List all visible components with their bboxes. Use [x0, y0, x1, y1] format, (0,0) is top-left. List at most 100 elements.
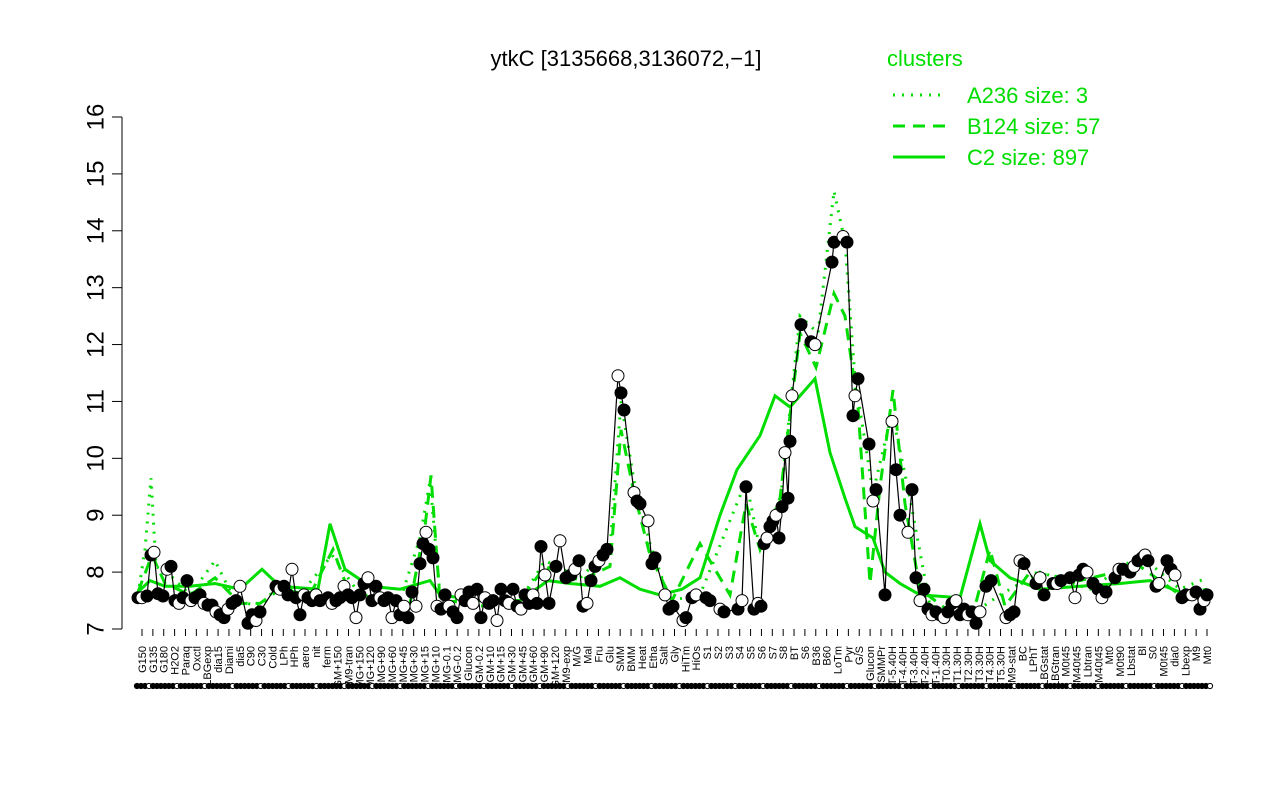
- y-tick-label: 8: [83, 565, 110, 578]
- x-tick-label: M/G: [572, 646, 584, 667]
- x-tick-label: MG+150: [354, 646, 366, 689]
- data-point: [851, 372, 865, 386]
- data-point: [973, 605, 987, 619]
- x-tick-label: GM+60: [528, 646, 540, 682]
- x-tick-label: MG+10: [430, 646, 442, 682]
- x-tick-label: HiTm: [680, 646, 692, 672]
- x-tick-label: ferm: [322, 646, 334, 668]
- data-point: [474, 611, 488, 625]
- legend: clusters A236 size: 3 B124 size: 57 C2 siz…: [887, 46, 1100, 170]
- data-point: [534, 540, 548, 553]
- sample-rug-marker: [1206, 682, 1214, 690]
- data-point: [703, 594, 717, 608]
- x-tick-label: SMMPr: [876, 646, 888, 683]
- y-tick-label: 16: [83, 104, 110, 131]
- data-point: [401, 611, 415, 625]
- x-tick-label: M0t90: [1115, 646, 1127, 677]
- data-point: [542, 596, 556, 610]
- cluster-lines: [136, 190, 1208, 614]
- data-point: [1068, 591, 1082, 605]
- data-point: [866, 494, 880, 508]
- x-tick-label: Salt: [659, 646, 671, 665]
- data-point: [180, 574, 194, 588]
- data-point: [889, 463, 903, 477]
- legend-label: A236 size: 3: [967, 83, 1088, 108]
- data-point: [494, 582, 508, 596]
- data-point: [147, 545, 161, 559]
- x-tick-label: dia5: [235, 646, 247, 667]
- expression-series: [131, 230, 1214, 630]
- data-point: [409, 599, 423, 613]
- x-tick-label: BMM: [626, 646, 638, 672]
- data-point: [361, 571, 375, 585]
- x-tick-label: GM+15: [496, 646, 508, 682]
- data-point: [156, 589, 170, 603]
- x-tick-label: Oxctl: [191, 646, 203, 671]
- data-point: [840, 235, 854, 249]
- data-point: [781, 491, 795, 505]
- data-point: [760, 531, 774, 545]
- cluster-line-c2: [136, 375, 1208, 603]
- x-tick-label: B36: [811, 646, 823, 666]
- data-point: [580, 596, 594, 610]
- x-tick-label: M0t45: [1159, 646, 1171, 677]
- data-point: [490, 614, 504, 627]
- data-point: [783, 434, 797, 448]
- cluster-line-b124: [136, 288, 1208, 614]
- data-point: [1017, 557, 1031, 571]
- data-point: [1141, 554, 1155, 568]
- x-tick-label: S6: [756, 646, 768, 659]
- data-point: [808, 338, 822, 352]
- x-tick-label: G135: [148, 646, 160, 673]
- data-point: [229, 594, 243, 608]
- data-point: [1152, 577, 1166, 590]
- data-point: [901, 525, 915, 539]
- x-tick-label: SMM: [615, 646, 627, 672]
- x-tick-label: MG-0.1: [441, 646, 453, 683]
- x-tick-label: S1: [702, 646, 714, 659]
- data-point: [878, 588, 892, 602]
- x-tick-label: LoTm: [833, 646, 845, 674]
- data-point: [617, 403, 631, 417]
- data-point: [1200, 588, 1214, 602]
- data-point: [369, 579, 383, 593]
- x-tick-label: G/S: [854, 646, 866, 665]
- data-point: [486, 594, 500, 608]
- data-point: [641, 514, 655, 528]
- data-point: [397, 599, 411, 613]
- x-tick-label: MG+90: [376, 646, 388, 682]
- x-tick-label: BT: [789, 646, 801, 660]
- x-tick-label: Cold: [267, 646, 279, 669]
- legend-label: B124 size: 57: [967, 114, 1100, 139]
- data-point: [893, 508, 907, 522]
- x-tick-label: M40t45: [1093, 646, 1105, 683]
- x-tick-label: S5: [746, 646, 758, 659]
- y-tick-label: 7: [83, 622, 110, 635]
- x-tick-label: Glucon: [865, 646, 877, 681]
- x-tick-label: C90: [246, 646, 258, 666]
- x-tick-label: T4.30H: [985, 646, 997, 682]
- legend-title: clusters: [887, 46, 963, 71]
- y-tick-label: 9: [83, 509, 110, 522]
- data-point: [438, 588, 452, 602]
- data-point: [969, 616, 983, 630]
- x-tick-label: LBGexp: [202, 646, 214, 686]
- data-point: [1080, 565, 1094, 579]
- data-point: [426, 551, 440, 565]
- x-tick-label: Etha: [648, 645, 660, 669]
- x-tick-label: S3: [724, 646, 736, 659]
- x-tick-label: GM+90: [539, 646, 551, 682]
- x-tick-label: MG+45: [398, 646, 410, 682]
- x-tick-label: HPh: [289, 646, 301, 667]
- x-tick-label: G180: [159, 646, 171, 673]
- data-point: [506, 582, 520, 596]
- data-point: [466, 596, 480, 610]
- data-point: [1099, 585, 1113, 599]
- x-tick-label: G150: [137, 646, 149, 673]
- x-tick-label: M9-tran: [343, 646, 355, 684]
- x-tick-label: T-1.40H: [930, 646, 942, 685]
- x-tick-label: T2.30H: [963, 646, 975, 682]
- data-point: [572, 554, 586, 568]
- x-tick-label: Gly: [670, 646, 682, 663]
